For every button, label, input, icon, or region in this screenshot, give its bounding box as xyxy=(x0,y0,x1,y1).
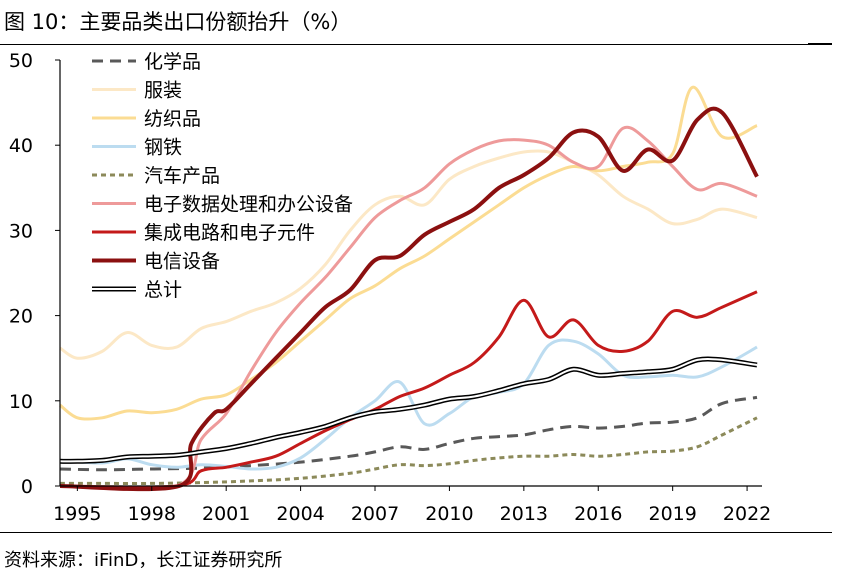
series-line-telecom-equipment xyxy=(59,106,759,492)
y-tick-label: 20 xyxy=(9,306,33,328)
plot-area xyxy=(59,85,759,492)
legend-label-steel: 钢铁 xyxy=(144,137,182,159)
legend-label-telecom-equipment: 电信设备 xyxy=(144,251,220,273)
figure-title: 图 10：主要品类出口份额抬升（%） xyxy=(4,10,352,34)
x-tick-label: 2013 xyxy=(500,503,548,525)
x-tick-label: 2016 xyxy=(574,503,622,525)
source-divider xyxy=(0,532,832,533)
x-tick-label: 1998 xyxy=(128,503,176,525)
series-line-apparel xyxy=(59,149,758,360)
legend-label-auto-products: 汽车产品 xyxy=(144,165,220,187)
x-tick-label: 1995 xyxy=(53,503,101,525)
source-note: 资料来源：iFinD，长江证券研究所 xyxy=(4,550,283,571)
series-line-total-inner xyxy=(59,357,758,463)
y-tick-label: 0 xyxy=(21,476,33,498)
series-line-steel xyxy=(59,338,758,471)
y-tick-label: 40 xyxy=(9,135,33,157)
x-tick-label: 2007 xyxy=(351,503,399,525)
legend-label-textiles: 纺织品 xyxy=(144,108,201,130)
axes: 0 10 20 30 40 50 1995 1998 2001 2004 2007 2010 2013 2… xyxy=(9,50,771,525)
x-tick-label: 2004 xyxy=(276,503,324,525)
series-line-edp-office-equipment xyxy=(59,125,758,491)
title-divider-accent xyxy=(808,43,832,45)
x-tick-label: 2001 xyxy=(202,503,250,525)
legend-label-apparel: 服装 xyxy=(144,80,182,102)
x-tick-label: 2019 xyxy=(648,503,696,525)
series-line-chemicals xyxy=(59,395,758,472)
y-tick-label: 30 xyxy=(9,220,33,242)
x-tick-label: 2022 xyxy=(723,503,771,525)
legend-label-edp-office-equipment: 电子数据处理和办公设备 xyxy=(144,194,353,216)
y-tick-label: 10 xyxy=(9,391,33,413)
series-line-auto-products xyxy=(60,416,758,485)
series-line-ic-electronic-components xyxy=(59,290,758,489)
y-tick-label: 50 xyxy=(9,50,33,72)
legend-label-total: 总计 xyxy=(144,279,182,301)
legend-label-ic-electronic-components: 集成电路和电子元件 xyxy=(144,222,315,244)
legend-label-chemicals: 化学品 xyxy=(144,51,201,73)
title-divider xyxy=(0,44,832,45)
x-tick-label: 2010 xyxy=(425,503,473,525)
